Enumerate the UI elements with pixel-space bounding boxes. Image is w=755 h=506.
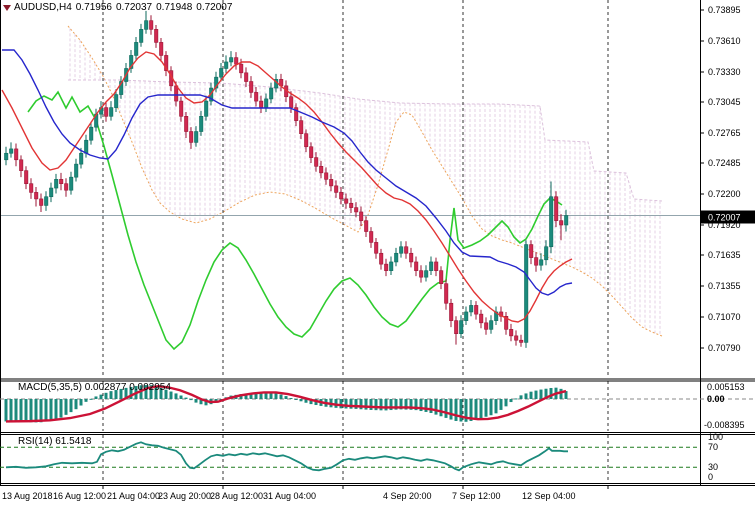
price-axis-label: 0.71920 xyxy=(708,220,741,230)
senkou-span-b-line xyxy=(68,79,663,202)
time-axis-label: 16 Aug 12:00 xyxy=(53,491,106,501)
time-axis-label: 13 Aug 2018 xyxy=(2,491,53,501)
time-axis-label: 7 Sep 12:00 xyxy=(452,491,501,501)
price-axis-label: 0.73330 xyxy=(708,67,741,77)
macd-signal-value: 0.002954 xyxy=(129,382,171,393)
price-axis-label: 0.72765 xyxy=(708,128,741,138)
price-axis-label: 0.71355 xyxy=(708,281,741,291)
rsi-indicator-label: RSI(14) 61.5418 xyxy=(18,436,91,447)
rsi-axis-label: 0 xyxy=(708,472,713,482)
time-axis-label: 31 Aug 04:00 xyxy=(263,491,316,501)
low-value: 0.71948 xyxy=(156,2,193,13)
time-axis-label: 23 Aug 20:00 xyxy=(158,491,211,501)
rsi-axis-label: 70 xyxy=(708,442,718,452)
macd-signal-line xyxy=(5,384,567,423)
current-price-tag xyxy=(701,210,755,224)
price-axis-label: 0.73610 xyxy=(708,36,741,46)
rsi-axis-label: 30 xyxy=(708,462,718,472)
price-axis-label: 0.71635 xyxy=(708,250,741,260)
rsi-name: RSI(14) xyxy=(18,436,53,447)
rsi-value: 61.5418 xyxy=(55,436,92,447)
time-axis-label: 21 Aug 04:00 xyxy=(107,491,160,501)
time-axis-label: 12 Sep 04:00 xyxy=(522,491,576,501)
tenkan-sen-line xyxy=(1,51,573,323)
symbol-marker-icon[interactable] xyxy=(3,5,11,11)
macd-main-value: 0.002877 xyxy=(84,382,127,393)
price-axis-label: 0.72485 xyxy=(708,158,741,168)
price-axis-label: 0.71070 xyxy=(708,312,741,322)
macd-indicator-label: MACD(5,35,5) 0.002877 0.002954 xyxy=(18,382,171,393)
open-value: 0.71956 xyxy=(75,2,112,13)
ichimoku-cloud xyxy=(69,28,661,336)
macd-axis-min: -0.008395 xyxy=(704,420,745,430)
price-axis-label: 0.73895 xyxy=(708,5,741,15)
close-value: 0.72007 xyxy=(196,2,233,13)
current-price-tag-label: 0.72007 xyxy=(708,213,741,223)
chikou-span-line xyxy=(27,90,563,351)
time-axis-label: 4 Sep 20:00 xyxy=(383,491,432,501)
price-axis-label: 0.73045 xyxy=(708,97,741,107)
rsi-axis-label: 100 xyxy=(708,432,723,442)
symbol-period-label: AUDUSD,H4 xyxy=(14,2,72,13)
macd-axis-zero: 0.00 xyxy=(707,394,725,404)
macd-axis-max: 0.005153 xyxy=(707,382,745,392)
time-axis-label: 28 Aug 12:00 xyxy=(210,491,263,501)
macd-name: MACD(5,35,5) xyxy=(18,382,82,393)
rsi-line xyxy=(5,441,568,472)
price-axis-label: 0.72200 xyxy=(708,189,741,199)
senkou-span-a-line xyxy=(67,25,663,337)
candlesticks xyxy=(4,10,569,348)
price-axis-label: 0.70790 xyxy=(708,343,741,353)
kijun-sen-line xyxy=(2,49,573,296)
high-value: 0.72037 xyxy=(115,2,153,13)
ohlc-header: AUDUSD,H4 0.71956 0.72037 0.71948 0.72007 xyxy=(14,2,236,13)
